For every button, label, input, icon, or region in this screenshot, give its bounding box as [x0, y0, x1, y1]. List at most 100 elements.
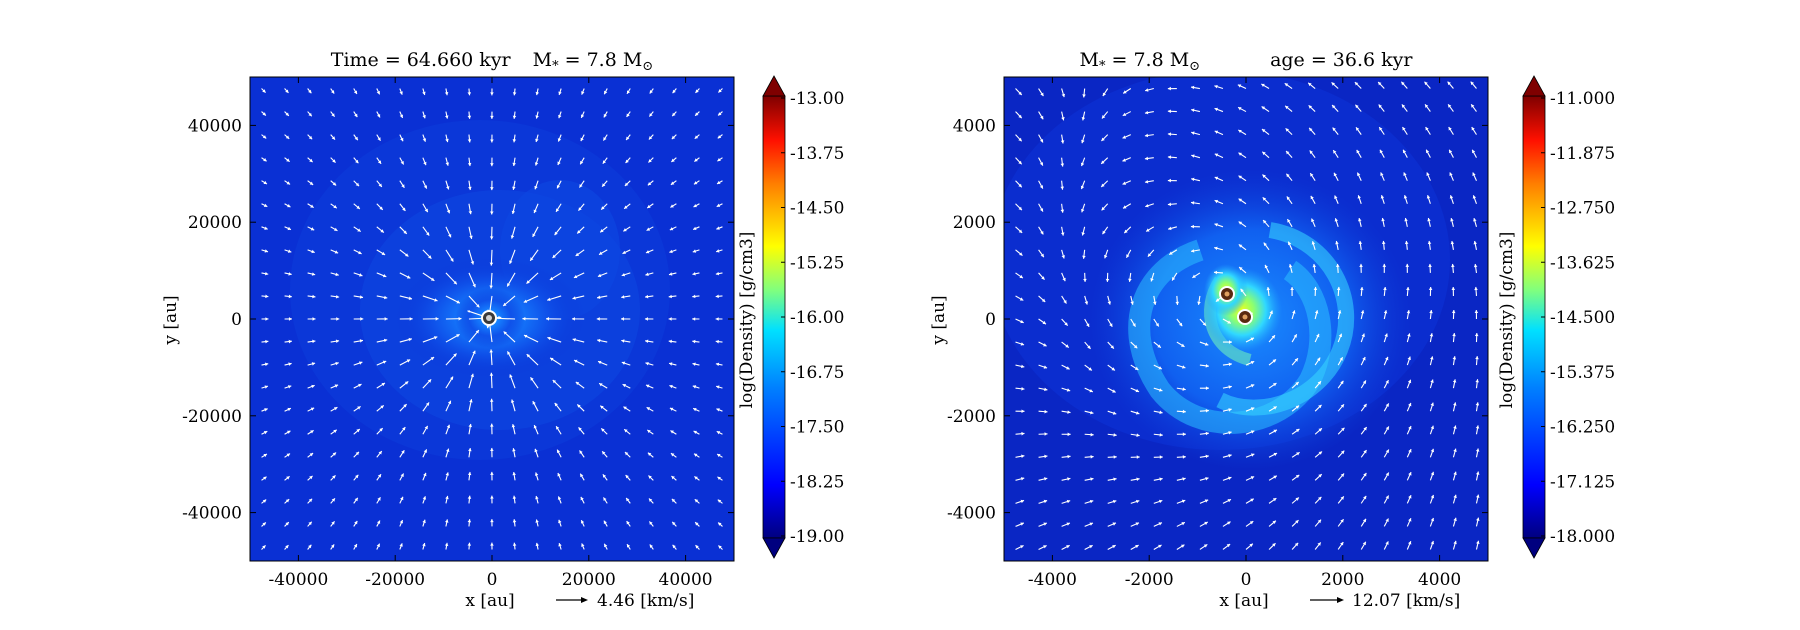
- left-velocity-arrowhead: [512, 519, 517, 523]
- right-velocity-arrowhead: [1105, 278, 1110, 282]
- left-velocity-arrowhead: [467, 92, 472, 96]
- right-velocity-arrowhead: [1362, 357, 1366, 361]
- left-velocity-arrowhead: [718, 89, 722, 93]
- left-velocity-arrowhead: [265, 294, 269, 299]
- left-velocity-arrowhead: [692, 339, 696, 344]
- right-velocity-arrowhead: [1406, 286, 1410, 291]
- left-velocity-arrowhead: [308, 498, 313, 503]
- right-velocity-arrowhead: [1430, 517, 1435, 522]
- left-velocity-arrowhead: [468, 423, 472, 428]
- left-ytick-label: -40000: [182, 504, 242, 524]
- left-velocity-arrowhead: [308, 521, 312, 526]
- right-velocity-arrowhead: [1363, 450, 1367, 454]
- right-velocity-arrowhead: [1249, 543, 1253, 547]
- left-velocity-arrowhead: [546, 317, 550, 321]
- right-velocity-arrowhead: [1044, 387, 1048, 392]
- right-velocity-arrowhead: [1090, 455, 1094, 459]
- left-velocity-arrowhead: [332, 159, 336, 163]
- right-velocity-arrowhead: [1340, 404, 1344, 408]
- left-velocity-arrowhead: [668, 272, 673, 276]
- right-velocity-arrowhead: [1205, 454, 1209, 459]
- left-colorbar: -13.00 -13.75 -14.50 -15.25 -16.00 -16.75 -17.…: [737, 75, 844, 559]
- left-velocity-arrowhead: [716, 385, 720, 389]
- right-velocity-arrowhead: [1250, 453, 1255, 457]
- left-velocity-arrowhead: [692, 249, 697, 253]
- left-velocity-arrowhead: [265, 339, 269, 344]
- left-velocity-arrowhead: [447, 400, 452, 405]
- left-velocity-arrowhead: [489, 372, 494, 376]
- right-velocity-arrowhead: [1214, 84, 1218, 89]
- right-velocity-arrowhead: [1167, 202, 1172, 207]
- right-velocity-arrowhead: [1239, 267, 1243, 271]
- left-velocity-arrowhead: [649, 521, 653, 525]
- left-ylabel: y [au]: [161, 295, 181, 345]
- left-velocity-arrowhead: [334, 250, 339, 254]
- right-velocity-arrowhead: [1273, 383, 1277, 387]
- right-velocity-arrowhead: [1453, 540, 1457, 545]
- left-velocity-arrowhead: [401, 184, 405, 188]
- right-ytick-label: -2000: [947, 407, 996, 427]
- right-velocity-arrowhead: [1018, 137, 1022, 142]
- left-ytick-label: 20000: [188, 213, 242, 233]
- left-velocity-arrowhead: [718, 522, 722, 526]
- left-velocity-arrowhead: [512, 92, 517, 96]
- right-velocity-arrowhead: [1228, 385, 1232, 389]
- left-velocity-arrowhead: [449, 376, 454, 380]
- right-velocity-arrowhead: [1158, 366, 1162, 370]
- right-velocity-arrowhead: [1123, 205, 1127, 209]
- right-velocity-arrowhead: [1362, 541, 1366, 546]
- right-velocity-arrowhead: [1066, 545, 1070, 549]
- left-velocity-arrowhead: [354, 136, 358, 141]
- left-velocity-arrowhead: [422, 496, 427, 500]
- left-velocity-arrowhead: [377, 474, 382, 478]
- right-velocity-arrowhead: [1356, 127, 1360, 131]
- right-velocity-arrowhead: [1182, 477, 1186, 481]
- right-velocity-arrowhead: [1112, 389, 1116, 393]
- right-velocity-arrowhead: [1333, 150, 1337, 154]
- left-colorbar-label: log(Density) [g/cm3]: [737, 232, 757, 409]
- right-velocity-arrowhead: [1430, 402, 1434, 407]
- left-velocity-arrowhead: [332, 475, 336, 479]
- right-velocity-arrowhead: [1204, 342, 1209, 346]
- left-velocity-arrowhead: [523, 299, 528, 303]
- right-velocity-arrowhead: [1081, 232, 1085, 236]
- left-velocity-arrowhead: [334, 384, 339, 388]
- right-velocity-arrowhead: [1273, 429, 1277, 433]
- right-cbar-tick-label: -14.500: [1550, 308, 1615, 328]
- right-velocity-arrowhead: [1340, 496, 1344, 500]
- right-velocity-arrowhead: [1331, 82, 1335, 86]
- right-velocity-arrowhead: [1250, 430, 1255, 434]
- left-velocity-arrowhead: [335, 272, 339, 277]
- left-xtick-label: 0: [487, 570, 498, 590]
- right-velocity-arrowhead: [1378, 104, 1382, 108]
- left-velocity-arrowhead: [445, 138, 449, 143]
- right-velocity-arrowhead: [1285, 128, 1289, 132]
- right-velocity-arrowhead: [1133, 344, 1138, 349]
- left-xtick-label: 20000: [562, 570, 616, 590]
- right-velocity-arrowhead: [1317, 519, 1322, 524]
- right-velocity-arrowhead: [1144, 133, 1149, 138]
- right-velocity-arrowhead: [1475, 379, 1480, 383]
- right-velocity-arrowhead: [1101, 183, 1105, 187]
- right-velocity-arrowhead: [1385, 426, 1389, 430]
- left-velocity-arrowhead: [554, 231, 558, 236]
- left-velocity-arrowhead: [648, 475, 652, 479]
- left-velocity-arrowhead: [623, 406, 627, 410]
- right-velocity-arrowhead: [1066, 388, 1071, 392]
- left-velocity-arrowhead: [287, 226, 291, 231]
- left-velocity-arrowhead: [602, 160, 607, 164]
- right-velocity-arrowhead: [1266, 287, 1271, 291]
- right-velocity-arrowhead: [1358, 240, 1363, 245]
- left-velocity-arrowhead: [671, 498, 676, 503]
- right-velocity-arrowhead: [1181, 365, 1186, 369]
- right-velocity-arrowhead: [1363, 495, 1367, 500]
- right-velocity-arrowhead: [1182, 455, 1186, 459]
- right-velocity-arrowhead: [1214, 246, 1218, 251]
- right-velocity-arrowhead: [1453, 517, 1457, 522]
- right-velocity-arrowhead: [1271, 335, 1275, 339]
- right-velocity-arrowhead: [1381, 240, 1386, 245]
- right-velocity-arrowhead: [1021, 387, 1025, 391]
- right-velocity-arrowhead: [1334, 218, 1339, 222]
- left-velocity-arrowhead: [530, 377, 534, 381]
- left-velocity-arrowhead: [265, 317, 269, 321]
